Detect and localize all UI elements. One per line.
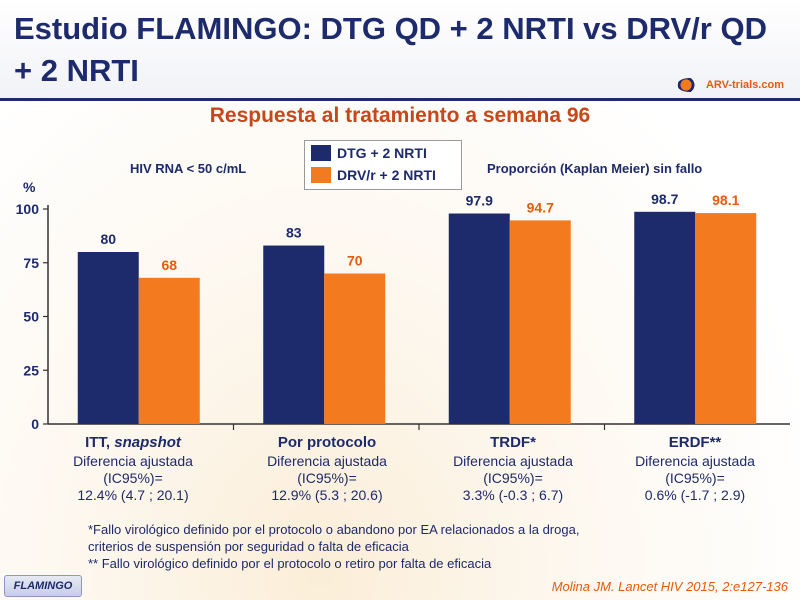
data-label: 83 <box>286 225 302 241</box>
data-label: 98.7 <box>651 191 678 207</box>
y-axis-label: % <box>23 179 36 195</box>
legend-entry-drv: DRV/r + 2 NRTI <box>311 167 436 183</box>
bar-drv <box>509 220 571 424</box>
group-line3: 12.9% (5.3 ; 20.6) <box>271 487 383 503</box>
bar-drv <box>138 277 200 424</box>
group-caption-pp: Por protocolo Diferencia ajustada (IC95%… <box>237 434 417 504</box>
group-name-erdf: ERDF** <box>668 434 722 451</box>
y-tick-label: 25 <box>23 362 39 378</box>
data-label: 80 <box>100 231 116 247</box>
y-tick-label: 75 <box>23 255 39 271</box>
hiv-rna-note: HIV RNA < 50 c/mL <box>130 161 247 176</box>
reference-citation: Molina JM. Lancet HIV 2015, 2:e127-136 <box>551 579 788 594</box>
legend-swatch-drv <box>311 167 331 183</box>
group-line3: 0.6% (-1.7 ; 2.9) <box>644 487 746 503</box>
legend-swatch-dtg <box>311 145 331 161</box>
bar-dtg <box>634 211 696 424</box>
logo-icon <box>676 78 703 92</box>
data-label: 70 <box>347 253 363 269</box>
footnote-3: ** Fallo virológico definido por el prot… <box>88 556 492 571</box>
study-badge: FLAMINGO <box>4 575 82 597</box>
legend-label-dtg: DTG + 2 NRTI <box>337 145 427 161</box>
group-caption-erdf: ERDF** Diferencia ajustada (IC95%)= 0.6%… <box>605 434 785 504</box>
data-label: 68 <box>161 257 177 273</box>
group-line1: Diferencia ajustada <box>635 453 755 469</box>
bar-dtg <box>77 252 139 424</box>
group-line3: 3.3% (-0.3 ; 6.7) <box>462 487 564 503</box>
data-label: 98.1 <box>712 192 739 208</box>
bar-drv <box>324 273 386 424</box>
y-tick-label: 0 <box>31 416 39 432</box>
footnotes: *Fallo virológico definido por el protoc… <box>88 521 728 572</box>
chart-legend: DTG + 2 NRTI DRV/r + 2 NRTI <box>304 140 462 190</box>
legend-label-drv: DRV/r + 2 NRTI <box>337 167 436 183</box>
data-label: 97.9 <box>466 193 493 209</box>
group-name-itt: ITT, snapshot <box>85 434 181 451</box>
group-line2: (IC95%)= <box>483 470 543 486</box>
footnote-1: *Fallo virológico definido por el protoc… <box>88 522 580 537</box>
chart-subtitle: Respuesta al tratamiento a semana 96 <box>209 104 591 127</box>
slide-title: Estudio FLAMINGO: DTG QD + 2 NRTI vs DRV… <box>14 11 767 88</box>
data-label: 94.7 <box>527 199 554 215</box>
bar-dtg <box>263 245 325 424</box>
footnote-2: criterios de suspensión por seguridad o … <box>88 539 409 554</box>
group-line1: Diferencia ajustada <box>73 453 193 469</box>
group-line2: (IC95%)= <box>103 470 163 486</box>
group-name-trdf: TRDF* <box>490 434 536 451</box>
group-line3: 12.4% (4.7 ; 20.1) <box>77 487 189 503</box>
group-name-pp: Por protocolo <box>277 434 377 451</box>
group-line1: Diferencia ajustada <box>453 453 573 469</box>
header-band: Estudio FLAMINGO: DTG QD + 2 NRTI vs DRV… <box>0 0 800 101</box>
group-line2: (IC95%)= <box>297 470 357 486</box>
y-tick-label: 50 <box>23 309 39 325</box>
legend-entry-dtg: DTG + 2 NRTI <box>311 145 427 161</box>
kaplan-meier-note: Proporción (Kaplan Meier) sin fallo <box>487 161 703 176</box>
group-caption-trdf: TRDF* Diferencia ajustada (IC95%)= 3.3% … <box>423 434 603 504</box>
bar-drv <box>695 213 757 424</box>
logo-text: ARV-trials.com <box>705 79 784 91</box>
y-tick-label: 100 <box>16 201 40 217</box>
arv-trials-logo: ARV-trials.com <box>676 78 784 92</box>
group-caption-itt: ITT, snapshot Diferencia ajustada (IC95%… <box>43 434 223 504</box>
group-line1: Diferencia ajustada <box>267 453 387 469</box>
group-line2: (IC95%)= <box>665 470 725 486</box>
bar-dtg <box>448 213 510 424</box>
